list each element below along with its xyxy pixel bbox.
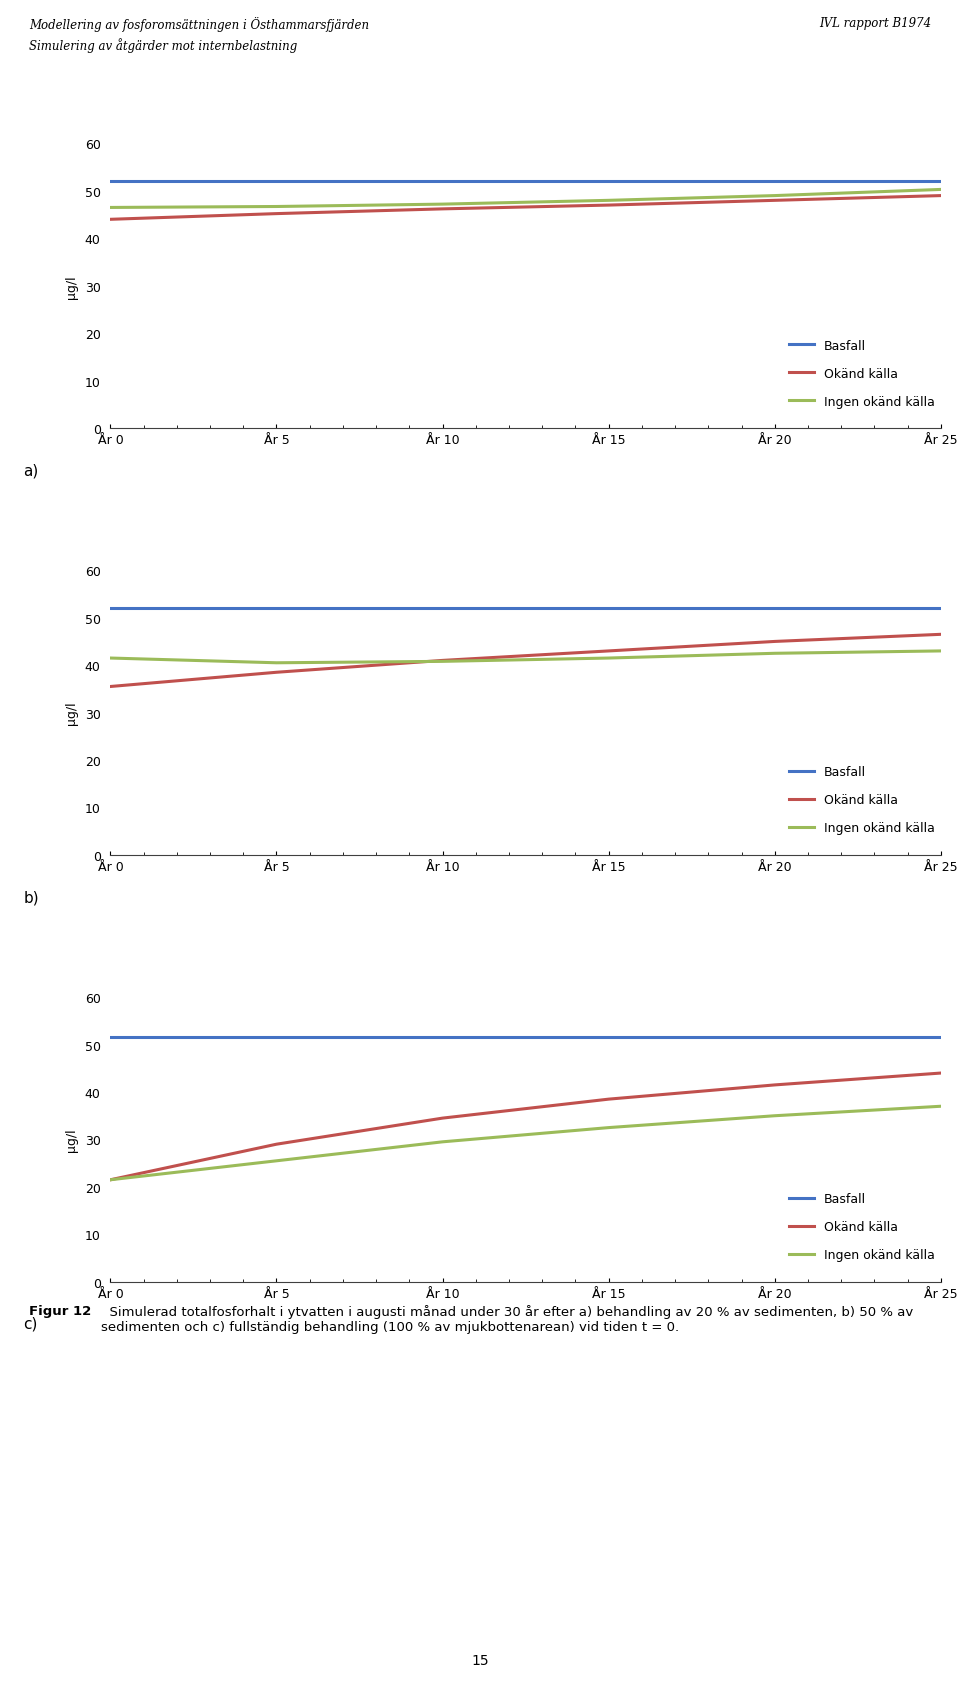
Legend: Basfall, Okänd källa, Ingen okänd källa: Basfall, Okänd källa, Ingen okänd källa bbox=[789, 1192, 934, 1262]
Legend: Basfall, Okänd källa, Ingen okänd källa: Basfall, Okänd källa, Ingen okänd källa bbox=[789, 340, 934, 408]
Text: Modellering av fosforomsättningen i Östhammarsfjärden
Simulering av åtgärder mot: Modellering av fosforomsättningen i Östh… bbox=[29, 17, 369, 53]
Y-axis label: µg/l: µg/l bbox=[64, 275, 78, 299]
Text: Simulerad totalfosforhalt i ytvatten i augusti månad under 30 år efter a) behand: Simulerad totalfosforhalt i ytvatten i a… bbox=[101, 1304, 913, 1333]
Text: c): c) bbox=[23, 1316, 37, 1331]
Legend: Basfall, Okänd källa, Ingen okänd källa: Basfall, Okänd källa, Ingen okänd källa bbox=[789, 766, 934, 835]
Text: 15: 15 bbox=[471, 1654, 489, 1667]
Text: a): a) bbox=[23, 464, 38, 477]
Y-axis label: µg/l: µg/l bbox=[64, 1127, 78, 1151]
Text: Figur 12: Figur 12 bbox=[29, 1304, 91, 1318]
Text: b): b) bbox=[23, 890, 38, 905]
Text: IVL rapport B1974: IVL rapport B1974 bbox=[819, 17, 931, 31]
Y-axis label: µg/l: µg/l bbox=[64, 701, 78, 725]
